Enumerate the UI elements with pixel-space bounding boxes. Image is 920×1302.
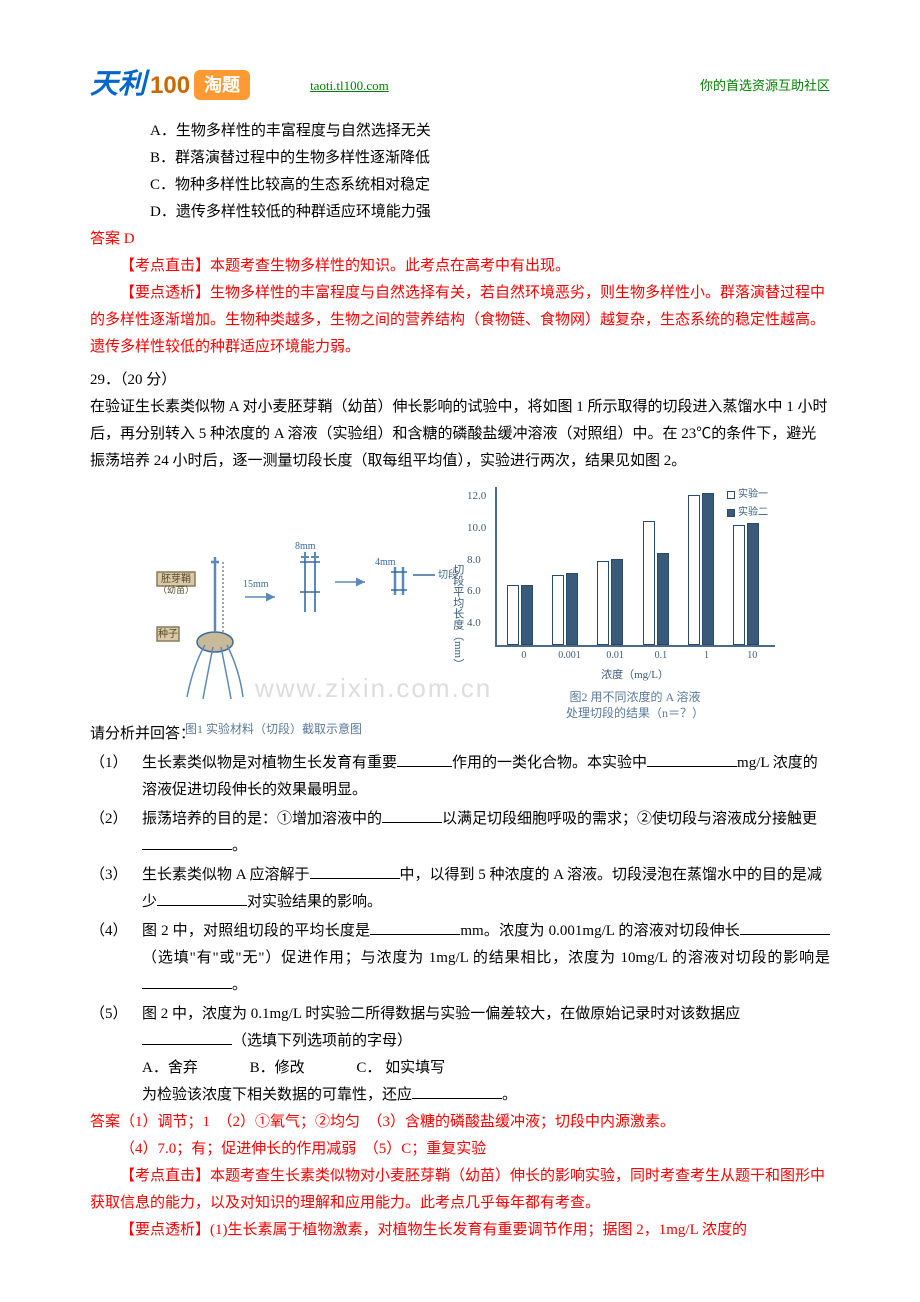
legend-solid: 实验二	[738, 504, 768, 522]
bar-group	[548, 573, 581, 645]
subq-1: （1） 生长素类似物是对植物生长发育有重要作用的一类化合物。本实验中mg/L 浓…	[90, 750, 830, 804]
bar-series1	[552, 575, 564, 645]
hit-label-2: 【考点直击】	[120, 1168, 210, 1184]
figure-1: 胚芽鞘 （幼苗） 种子 15mm 8mm 4mm 切段 图1 实验材料（切段）截…	[145, 517, 465, 707]
bar-series1	[643, 521, 655, 645]
len-8: 8mm	[295, 541, 316, 552]
label-shoot: 胚芽鞘	[161, 572, 191, 585]
logo: 天利 100 淘题	[90, 60, 250, 110]
bar-series2	[702, 493, 714, 645]
blank[interactable]	[310, 864, 400, 879]
q29-stem: 在验证生长素类似物 A 对小麦胚芽鞘（幼苗）伸长影响的试验中，将如图 1 所示取…	[90, 394, 830, 475]
subq-5: （5） 图 2 中，浓度为 0.1mg/L 时实验二所得数据与实验一偏差较大，在…	[90, 1001, 830, 1055]
analysis1-point: 【要点透析】生物多样性的丰富程度与自然选择有关，若自然环境恶劣，则生物多样性小。…	[90, 280, 830, 361]
fig1-caption: 图1 实验材料（切段）截取示意图	[145, 719, 465, 741]
bar-series1	[733, 525, 745, 645]
analysis2-point: 【要点透析】(1)生长素属于植物激素，对植物生长发育有重要调节作用；据图 2，1…	[90, 1217, 830, 1244]
option-b: B．群落演替过程中的生物多样性逐渐降低	[90, 145, 830, 172]
blank[interactable]	[382, 808, 442, 823]
bar-series1	[688, 495, 700, 645]
bar-series2	[566, 573, 578, 645]
bar-series2	[521, 585, 533, 645]
legend-open: 实验一	[738, 486, 768, 504]
bar-series1	[507, 585, 519, 645]
opt-c: C． 如实填写	[356, 1055, 445, 1082]
point-label: 【要点透析】	[120, 285, 210, 301]
bar-series2	[657, 553, 669, 645]
hit-label: 【考点直击】	[120, 258, 210, 274]
bar-group	[730, 523, 763, 645]
blank[interactable]	[142, 974, 232, 989]
analysis2-hit: 【考点直击】本题考查生长素类似物对小麦胚芽鞘（幼苗）伸长的影响实验，同时考查考生…	[90, 1163, 830, 1217]
option-c: C．物种多样性比较高的生态系统相对稳定	[90, 172, 830, 199]
subq-5-options: A．舍弃 B．修改 C． 如实填写	[90, 1055, 830, 1082]
q29-number: 29．（20 分）	[90, 367, 830, 394]
chart-legend: 实验一 实验二	[724, 485, 771, 523]
blank[interactable]	[397, 752, 452, 767]
bar-series1	[597, 561, 609, 645]
answer-label: 答案	[90, 1114, 120, 1130]
blank[interactable]	[740, 920, 830, 935]
bar-series2	[611, 559, 623, 645]
logo-100: 100	[150, 64, 190, 107]
svg-text:（幼苗）: （幼苗）	[158, 584, 194, 595]
x-axis-labels: 0 0.001 0.01 0.1 1 10	[495, 647, 775, 665]
final-answer: 答案（1）调节；1 （2）①氧气；②均匀 （3）含糖的磷酸盐缓冲液；切段中内源激…	[90, 1109, 830, 1136]
y-axis: 4.0 6.0 8.0 10.0 12.0	[467, 487, 486, 645]
len-15: 15mm	[243, 579, 269, 590]
fig2-caption: 图2 用不同浓度的 A 溶液 处理切段的结果（n＝？）	[495, 690, 775, 721]
hit-text: 本题考查生物多样性的知识。此考点在高考中有出现。	[210, 258, 570, 274]
analysis1-hit: 【考点直击】本题考查生物多样性的知识。此考点在高考中有出现。	[90, 253, 830, 280]
y-axis-label: 切段平均长度（mm）	[447, 564, 467, 669]
label-seed: 种子	[158, 627, 178, 640]
final-answer-line2: （4）7.0；有；促进伸长的作用减弱 （5）C；重复实验	[90, 1136, 830, 1163]
site-slogan: 你的首选资源互助社区	[700, 74, 830, 97]
option-d: D．遗传多样性较低的种群适应环境能力强	[90, 199, 830, 226]
blank[interactable]	[142, 835, 232, 850]
bar-group	[684, 493, 717, 645]
blank[interactable]	[412, 1084, 502, 1099]
logo-badge: 淘题	[194, 70, 250, 100]
bar-group	[503, 585, 536, 645]
opt-b: B．修改	[250, 1055, 305, 1082]
blank[interactable]	[157, 891, 247, 906]
seedling-diagram: 胚芽鞘 （幼苗） 种子 15mm 8mm 4mm 切段	[145, 517, 465, 707]
blank[interactable]	[647, 752, 737, 767]
figure-2: 切段平均长度（mm） 实验一 实验二 4.0 6.0 8.0 10.0 12.0…	[495, 487, 775, 707]
figure-row: 胚芽鞘 （幼苗） 种子 15mm 8mm 4mm 切段 图1 实验材料（切段）截…	[90, 487, 830, 707]
logo-tianli: 天利	[90, 60, 146, 110]
bar-series2	[747, 523, 759, 645]
subq-4: （4） 图 2 中，对照组切段的平均长度是mm。浓度为 0.001mg/L 的溶…	[90, 918, 830, 999]
point-label-2: 【要点透析】	[120, 1222, 210, 1238]
len-4: 4mm	[375, 557, 396, 568]
x-axis-title: 浓度（mg/L）	[495, 666, 775, 686]
bar-group	[639, 521, 672, 645]
blank[interactable]	[142, 1030, 232, 1045]
answer-label-1: 答案 D	[90, 226, 830, 253]
option-a: A．生物多样性的丰富程度与自然选择无关	[90, 118, 830, 145]
point-text-2: (1)生长素属于植物激素，对植物生长发育有重要调节作用；据图 2，1mg/L 浓…	[210, 1222, 747, 1238]
site-url[interactable]: taoti.tl100.com	[310, 74, 389, 97]
bar-group	[594, 559, 627, 645]
subq-5-tail: 为检验该浓度下相关数据的可靠性，还应。	[90, 1082, 830, 1109]
bar-chart: 实验一 实验二 4.0 6.0 8.0 10.0 12.0	[495, 487, 775, 647]
subq-3: （3） 生长素类似物 A 应溶解于中，以得到 5 种浓度的 A 溶液。切段浸泡在…	[90, 862, 830, 916]
page-header: 天利 100 淘题 taoti.tl100.com 你的首选资源互助社区	[90, 60, 830, 110]
blank[interactable]	[370, 920, 460, 935]
opt-a: A．舍弃	[142, 1055, 198, 1082]
subq-2: （2） 振荡培养的目的是：①增加溶液中的以满足切段细胞呼吸的需求；②使切段与溶液…	[90, 806, 830, 860]
